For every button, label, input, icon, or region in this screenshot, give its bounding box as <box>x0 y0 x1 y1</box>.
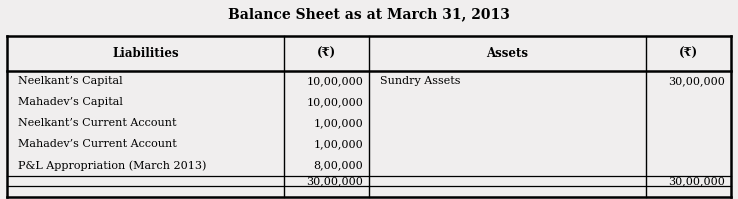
Text: (₹): (₹) <box>317 47 336 60</box>
Text: 10,00,000: 10,00,000 <box>306 76 363 86</box>
Text: Mahadev’s Current Account: Mahadev’s Current Account <box>18 139 177 149</box>
Text: Sundry Assets: Sundry Assets <box>380 76 461 86</box>
Text: Liabilities: Liabilities <box>112 47 179 60</box>
Text: 10,00,000: 10,00,000 <box>306 97 363 107</box>
Text: Mahadev’s Capital: Mahadev’s Capital <box>18 97 123 107</box>
Text: 30,00,000: 30,00,000 <box>306 176 363 186</box>
Text: Neelkant’s Capital: Neelkant’s Capital <box>18 76 123 86</box>
Text: Neelkant’s Current Account: Neelkant’s Current Account <box>18 118 177 128</box>
Text: 30,00,000: 30,00,000 <box>668 176 725 186</box>
Text: 1,00,000: 1,00,000 <box>314 118 363 128</box>
Text: 30,00,000: 30,00,000 <box>668 76 725 86</box>
Text: 1,00,000: 1,00,000 <box>314 139 363 149</box>
Text: Balance Sheet as at March 31, 2013: Balance Sheet as at March 31, 2013 <box>228 7 510 21</box>
Text: Assets: Assets <box>486 47 528 60</box>
Text: 8,00,000: 8,00,000 <box>314 161 363 171</box>
Text: P&L Appropriation (March 2013): P&L Appropriation (March 2013) <box>18 160 207 171</box>
Text: (₹): (₹) <box>679 47 697 60</box>
